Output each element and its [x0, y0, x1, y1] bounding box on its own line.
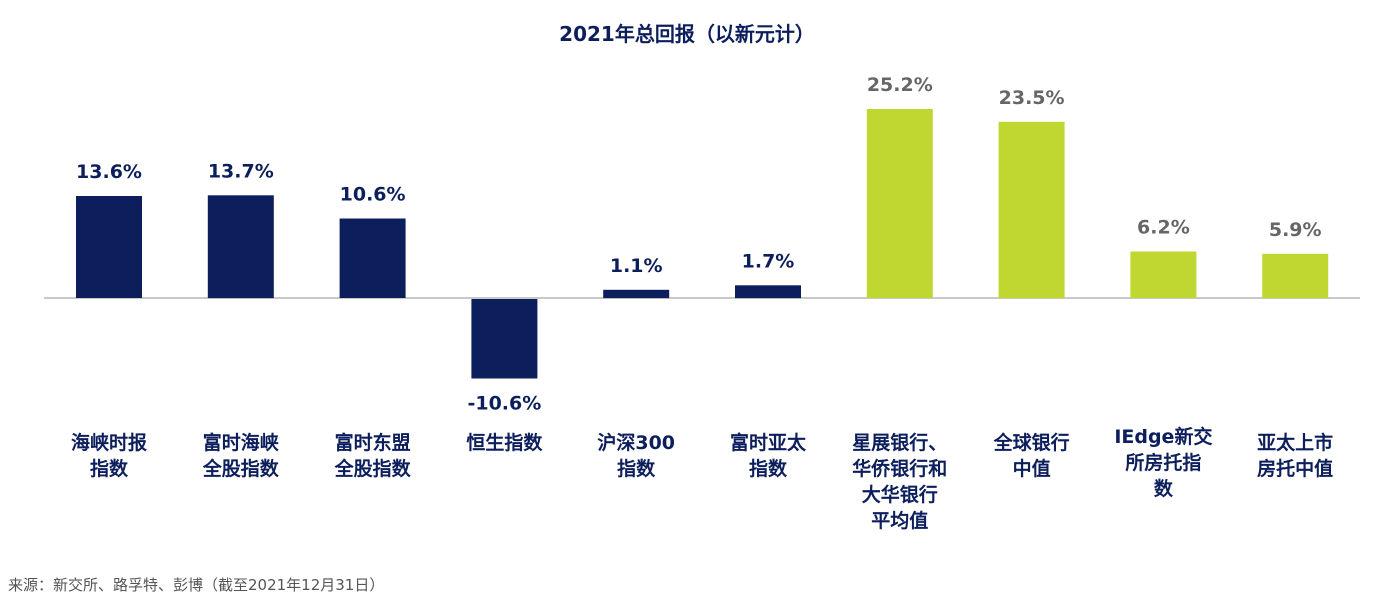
category-label: 恒生指数 — [466, 432, 543, 454]
bar — [207, 195, 274, 299]
bar — [76, 196, 142, 298]
data-label: 25.2% — [867, 74, 933, 96]
category-label: 富时海峡 全股指数 — [202, 432, 279, 480]
category-label: 星展银行、 华侨银行和 大华银行 平均值 — [852, 432, 948, 532]
data-label: 1.7% — [742, 250, 795, 272]
chart-title: 2021年总回报（以新元计） — [559, 22, 815, 46]
bar — [339, 218, 406, 298]
data-label: 13.6% — [76, 161, 142, 183]
bar — [735, 285, 801, 299]
category-label: 亚太上市 房托中值 — [1257, 432, 1334, 480]
data-label: 23.5% — [999, 87, 1065, 109]
bar — [998, 121, 1065, 299]
data-label: 10.6% — [340, 184, 406, 206]
category-label: 全球银行 中值 — [993, 432, 1070, 480]
source-note: 来源：新交所、路孚特、彭博（截至2021年12月31日） — [8, 576, 385, 594]
bar — [603, 289, 670, 299]
bar — [471, 299, 538, 379]
bar — [1130, 251, 1197, 298]
data-label: 1.1% — [610, 255, 663, 277]
bar — [1262, 253, 1329, 299]
category-label: IEdge新交 所房托指 数 — [1114, 426, 1213, 500]
bar — [866, 109, 933, 298]
data-label: 5.9% — [1269, 219, 1322, 241]
category-label: 海峡时报 指数 — [70, 432, 147, 480]
category-label: 富时亚太 指数 — [729, 432, 806, 480]
category-label: 富时东盟 全股指数 — [334, 432, 411, 480]
data-label: 13.7% — [208, 160, 274, 182]
data-label: -10.6% — [467, 393, 541, 415]
data-label: 6.2% — [1137, 217, 1190, 239]
category-label: 沪深300 指数 — [597, 432, 676, 480]
